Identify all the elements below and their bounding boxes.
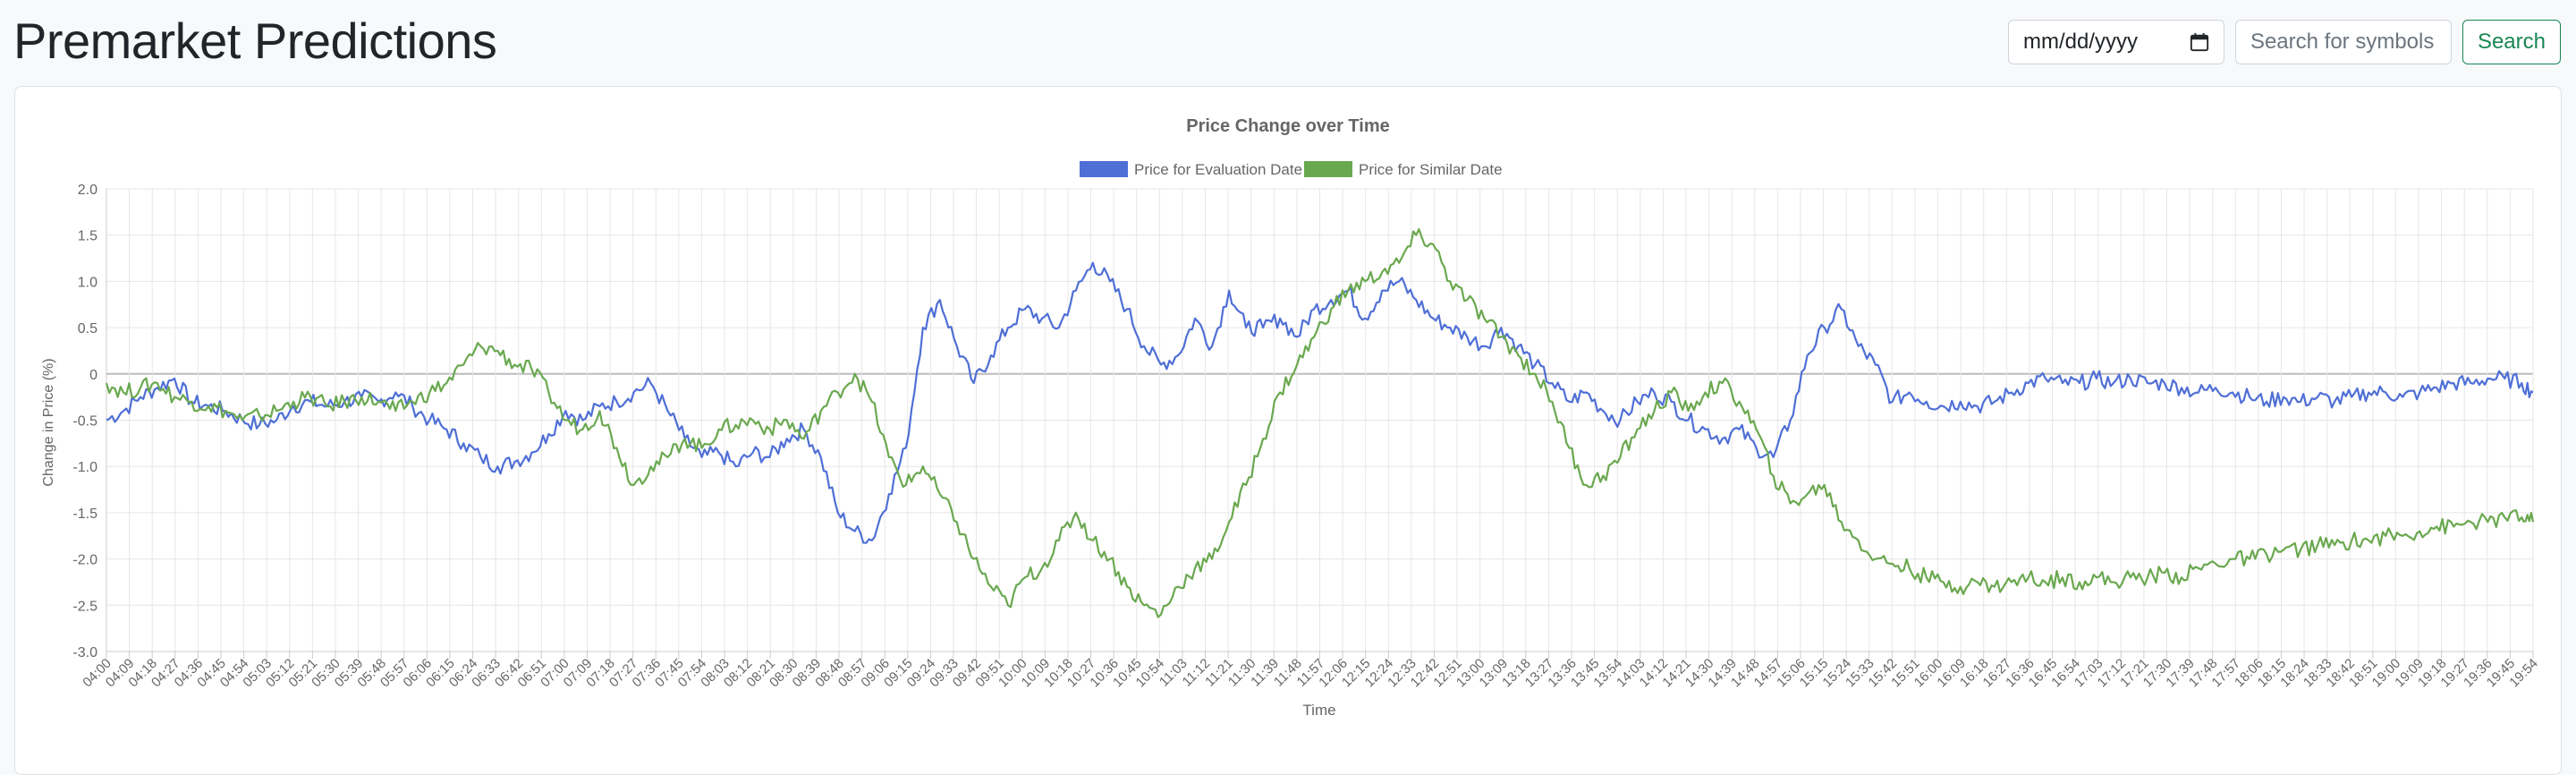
search-controls: mm/dd/yyyy Search [2007,20,2561,66]
y-tick-label: 0.5 [78,321,97,336]
series-lines [105,228,2535,618]
date-input[interactable]: mm/dd/yyyy [2007,20,2224,64]
similar-date-line [105,228,2535,618]
y-axis-title: Change in Price (%) [41,358,56,486]
price-change-chart: Price Change over Time Price for Evaluat… [41,116,2541,719]
y-tick-label: 1.0 [78,275,97,290]
y-tick-label: 0 [89,368,97,383]
y-tick-label: 1.5 [78,229,97,244]
legend-swatch-evaluation [1080,161,1128,177]
y-tick-label: -3.0 [72,645,97,660]
evaluation-date-line [106,261,2534,544]
x-axis-ticks: 04:0004:0904:1804:2704:3604:4504:5405:03… [80,656,2541,691]
calendar-icon[interactable] [2190,32,2209,52]
search-button[interactable]: Search [2462,20,2561,64]
chart-card: Price Change over Time Price for Evaluat… [14,86,2562,775]
y-tick-label: -2.5 [72,599,97,614]
legend-label-evaluation: Price for Evaluation Date [1134,161,1302,178]
chart-grid [106,188,2534,659]
page-title: Premarket Predictions [13,13,497,69]
chart-title: Price Change over Time [1186,116,1390,136]
y-tick-label: -0.5 [72,414,97,430]
y-tick-label: -1.0 [72,460,97,475]
symbol-search-input[interactable] [2234,20,2452,64]
y-tick-label: 2.0 [78,183,97,198]
page-header: Premarket Predictions mm/dd/yyyy Search [0,0,2576,86]
legend: Price for Evaluation Date Price for Simi… [1080,161,1503,178]
legend-swatch-similar [1304,161,1352,177]
y-tick-label: -2.0 [72,553,97,568]
y-axis-ticks: 2.0 1.5 1.0 0.5 0 -0.5 -1.0 -1.5 -2.0 -2.5 -3.0 [72,183,97,660]
date-placeholder: mm/dd/yyyy [2022,30,2138,54]
legend-label-similar: Price for Similar Date [1359,161,1503,178]
x-axis-title: Time [1302,702,1335,719]
y-tick-label: -1.5 [72,507,97,522]
